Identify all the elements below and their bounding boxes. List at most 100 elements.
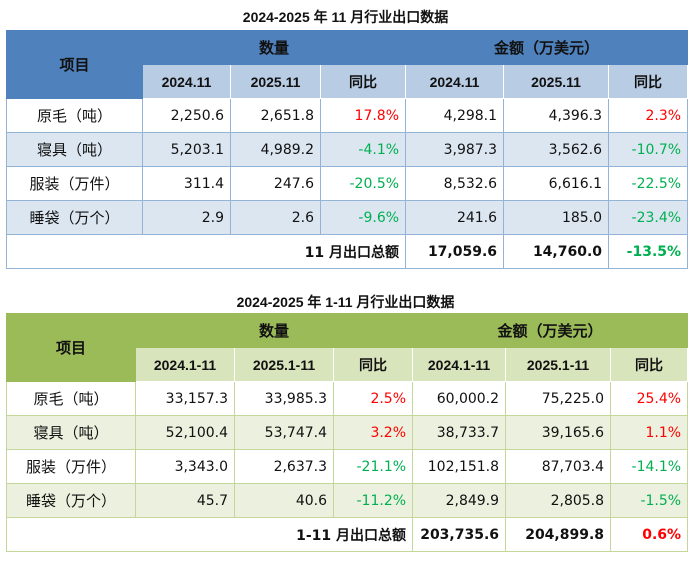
value-cell: 2.9 — [142, 200, 231, 235]
yoy-change-cell: 17.8% — [319, 98, 407, 133]
value-cell: 3,343.0 — [135, 449, 235, 484]
value-cell: 185.0 — [503, 200, 610, 235]
total-value-cell: 17,059.6 — [405, 234, 505, 269]
yoy-change-cell: 1.1% — [610, 415, 689, 450]
subheader-row: 2024.11 2025.11 同比 2024.11 2025.11 同比 — [7, 64, 689, 99]
value-cell: 33,157.3 — [135, 381, 235, 416]
value-cell: 241.6 — [405, 200, 505, 235]
value-cell: 75,225.0 — [505, 381, 612, 416]
yoy-change-cell: -1.5% — [610, 483, 689, 518]
row-item-label: 服装（万件） — [6, 449, 136, 484]
total-yoy-cell: 0.6% — [610, 517, 689, 552]
table-row: 原毛（吨） 33,157.3 33,985.3 2.5% 60,000.2 75,225.… — [6, 381, 689, 416]
value-cell: 52,100.4 — [135, 415, 235, 450]
value-cell: 102,151.8 — [412, 449, 507, 484]
monthly-export-table: 项目 数量 金额（万美元） 2024.11 2025.11 同比 2024.11 2025.1… — [5, 30, 689, 269]
total-yoy-cell: -13.5% — [608, 234, 689, 269]
value-cell: 3,562.6 — [503, 132, 610, 167]
total-label: 1-11 月出口总额 — [5, 517, 414, 552]
quantity-group-header: 数量 — [141, 30, 407, 65]
yoy-change-cell: -23.4% — [608, 200, 689, 235]
yoy-change-cell: 3.2% — [332, 415, 414, 450]
yoy-change-cell: -11.2% — [332, 483, 414, 518]
table2-title: 2024-2025 年 1-11 月行业出口数据 — [236, 294, 455, 310]
row-item-label: 寝具（吨） — [6, 132, 143, 167]
yoy-change-cell: -14.1% — [610, 449, 689, 484]
value-cell: 60,000.2 — [412, 381, 507, 416]
column-header: 2025.1-11 — [234, 347, 334, 382]
value-cell: 5,203.1 — [142, 132, 231, 167]
value-cell: 33,985.3 — [234, 381, 334, 416]
table1-title: 2024-2025 年 11 月行业出口数据 — [242, 9, 449, 25]
yoy-change-cell: 25.4% — [610, 381, 689, 416]
yoy-change-cell: -21.1% — [332, 449, 414, 484]
value-cell: 3,987.3 — [405, 132, 505, 167]
table-row: 服装（万件） 3,343.0 2,637.3 -21.1% 102,151.8 87,70… — [6, 449, 689, 484]
item-header: 项目 — [6, 30, 143, 99]
column-header: 同比 — [332, 347, 414, 382]
total-value-cell: 14,760.0 — [503, 234, 610, 269]
value-cell: 39,165.6 — [505, 415, 612, 450]
value-cell: 2,250.6 — [142, 98, 231, 133]
table-row: 寝具（吨） 5,203.1 4,989.2 -4.1% 3,987.3 3,562.6 -1… — [6, 132, 689, 167]
value-cell: 311.4 — [142, 166, 231, 201]
yoy-change-cell: -22.5% — [608, 166, 689, 201]
table-row: 睡袋（万个） 2.9 2.6 -9.6% 241.6 185.0 -23.4% — [6, 200, 689, 235]
yoy-change-cell: 2.3% — [608, 98, 689, 133]
value-cell: 87,703.4 — [505, 449, 612, 484]
column-header: 2024.1-11 — [135, 347, 235, 382]
value-cell: 2,637.3 — [234, 449, 334, 484]
subheader-row: 2024.1-11 2025.1-11 同比 2024.1-11 2025.1-11 同比 — [7, 347, 689, 382]
table-row: 寝具（吨） 52,100.4 53,747.4 3.2% 38,733.7 39,165.… — [6, 415, 689, 450]
amount-group-header: 金额（万美元） — [405, 30, 689, 65]
total-label: 11 月出口总额 — [5, 234, 407, 269]
value-cell: 40.6 — [234, 483, 334, 518]
column-header: 2024.1-11 — [412, 347, 507, 382]
value-cell: 4,298.1 — [405, 98, 505, 133]
value-cell: 6,616.1 — [503, 166, 610, 201]
value-cell: 38,733.7 — [412, 415, 507, 450]
value-cell: 2.6 — [230, 200, 321, 235]
value-cell: 247.6 — [230, 166, 321, 201]
quantity-group-header: 数量 — [134, 313, 414, 348]
amount-group-header: 金额（万美元） — [412, 313, 689, 348]
row-item-label: 服装（万件） — [6, 166, 143, 201]
value-cell: 45.7 — [135, 483, 235, 518]
cumulative-export-table: 项目 数量 金额（万美元） 2024.1-11 2025.1-11 同比 2024.1-11… — [5, 313, 689, 552]
header-row: 项目 数量 金额（万美元） — [6, 313, 689, 382]
total-row: 1-11 月出口总额 203,735.6 204,899.8 0.6% — [5, 517, 689, 552]
yoy-change-cell: -10.7% — [608, 132, 689, 167]
yoy-change-cell: -9.6% — [319, 200, 407, 235]
row-item-label: 原毛（吨） — [6, 381, 136, 416]
value-cell: 2,849.9 — [412, 483, 507, 518]
column-header: 同比 — [608, 64, 689, 99]
column-header: 同比 — [319, 64, 407, 99]
yoy-change-cell: -20.5% — [319, 166, 407, 201]
column-header: 同比 — [610, 347, 689, 382]
row-item-label: 寝具（吨） — [6, 415, 136, 450]
value-cell: 2,651.8 — [230, 98, 321, 133]
row-item-label: 原毛（吨） — [6, 98, 143, 133]
table-row: 服装（万件） 311.4 247.6 -20.5% 8,532.6 6,616.1 -22.… — [6, 166, 689, 201]
yoy-change-cell: 2.5% — [332, 381, 414, 416]
column-header: 2024.11 — [405, 64, 505, 99]
value-cell: 2,805.8 — [505, 483, 612, 518]
total-value-cell: 203,735.6 — [412, 517, 507, 552]
total-value-cell: 204,899.8 — [505, 517, 612, 552]
value-cell: 4,989.2 — [230, 132, 321, 167]
yoy-change-cell: -4.1% — [319, 132, 407, 167]
column-header: 2025.11 — [230, 64, 321, 99]
column-header: 2025.1-11 — [505, 347, 612, 382]
value-cell: 8,532.6 — [405, 166, 505, 201]
header-row: 项目 数量 金额（万美元） — [6, 30, 689, 99]
value-cell: 4,396.3 — [503, 98, 610, 133]
row-item-label: 睡袋（万个） — [6, 483, 136, 518]
total-row: 11 月出口总额 17,059.6 14,760.0 -13.5% — [5, 234, 689, 269]
table-row: 睡袋（万个） 45.7 40.6 -11.2% 2,849.9 2,805.8 -1.5% — [6, 483, 689, 518]
value-cell: 53,747.4 — [234, 415, 334, 450]
table-row: 原毛（吨） 2,250.6 2,651.8 17.8% 4,298.1 4,396.3 2.… — [6, 98, 689, 133]
item-header: 项目 — [6, 313, 136, 382]
row-item-label: 睡袋（万个） — [6, 200, 143, 235]
column-header: 2025.11 — [503, 64, 610, 99]
column-header: 2024.11 — [142, 64, 231, 99]
